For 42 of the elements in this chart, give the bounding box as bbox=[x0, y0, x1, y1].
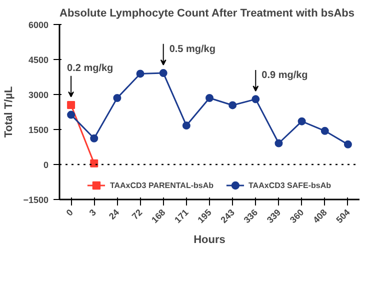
chart-title: Absolute Lymphocyte Count After Treatment with bsAbs bbox=[60, 8, 354, 20]
point bbox=[182, 122, 190, 130]
x-tick-label: 0 bbox=[64, 207, 75, 218]
point bbox=[90, 134, 98, 142]
x-tick-label: 24 bbox=[106, 207, 122, 222]
x-tick-label: 360 bbox=[288, 207, 306, 226]
x-tick-label: 336 bbox=[242, 207, 260, 226]
point bbox=[67, 101, 76, 109]
point bbox=[206, 94, 214, 102]
x-tick-label: 72 bbox=[130, 207, 144, 222]
annotation: 0.9 mg/kg bbox=[262, 70, 308, 81]
point bbox=[136, 70, 144, 78]
point bbox=[67, 110, 76, 119]
point bbox=[90, 159, 98, 168]
x-tick-label: 3 bbox=[87, 207, 98, 218]
y-tick-label: 1500 bbox=[28, 125, 49, 135]
x-tick-label: 339 bbox=[264, 207, 283, 226]
x-tick-label: 504 bbox=[334, 207, 352, 226]
legend-label: TAAxCD3 PARENTAL-bsAb bbox=[110, 180, 214, 190]
point bbox=[113, 94, 122, 102]
x-tick-label: 408 bbox=[311, 207, 329, 226]
y-tick-label: −1500 bbox=[23, 195, 49, 205]
x-tick-label: 195 bbox=[196, 207, 214, 226]
point bbox=[320, 126, 329, 135]
y-tick-label: 4500 bbox=[28, 55, 49, 65]
y-tick-label: 0 bbox=[43, 160, 49, 170]
point bbox=[252, 95, 260, 104]
x-tick-label: 243 bbox=[218, 207, 236, 226]
x-tick-label: 168 bbox=[150, 207, 168, 226]
annotation: 0.2 mg/kg bbox=[67, 62, 114, 74]
annotation: 0.5 mg/kg bbox=[169, 44, 216, 55]
y-tick-label: 6000 bbox=[28, 20, 49, 30]
x-axis-title: Hours bbox=[194, 234, 226, 246]
point bbox=[228, 101, 237, 110]
point bbox=[159, 69, 168, 78]
legend-label: TAAxCD3 SAFE-bsAb bbox=[248, 180, 332, 190]
point bbox=[344, 140, 352, 148]
x-tick-label: 171 bbox=[172, 207, 190, 226]
y-axis-title: Total T/µL bbox=[3, 86, 16, 138]
point bbox=[298, 117, 306, 126]
y-tick-label: 3000 bbox=[28, 90, 49, 100]
point bbox=[274, 139, 283, 148]
